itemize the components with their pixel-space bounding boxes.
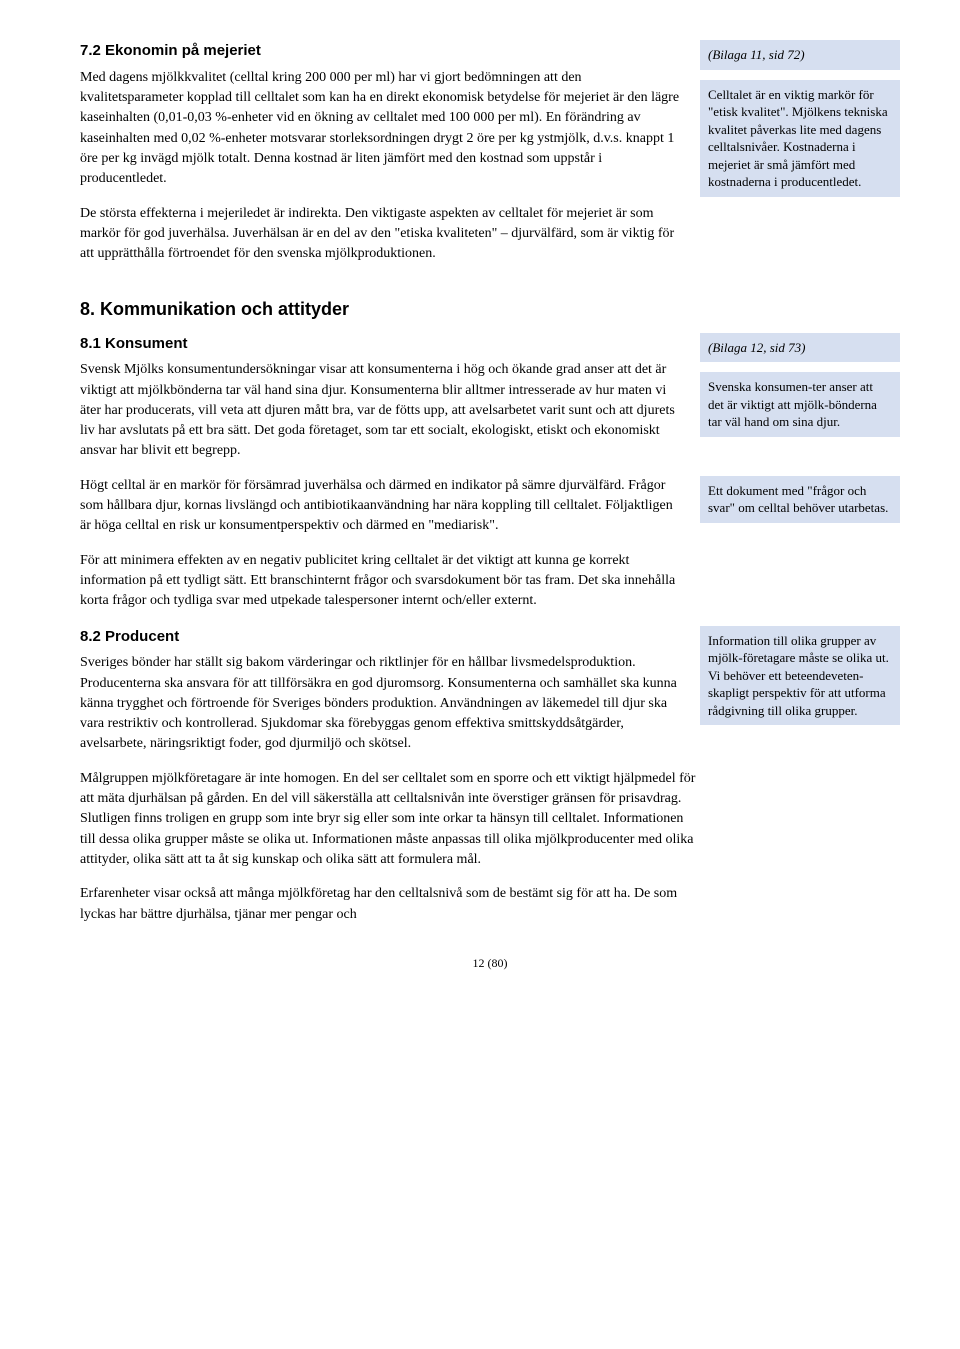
para-82-2: Målgruppen mjölkföretagare är inte homog…: [80, 769, 700, 870]
callout-2: Svenska konsumen-ter anser att det är vi…: [700, 372, 900, 437]
para-81-1: Svensk Mjölks konsumentundersökningar vi…: [80, 360, 680, 461]
para-82-1: Sveriges bönder har ställt sig bakom vär…: [80, 653, 680, 754]
heading-72: 7.2 Ekonomin på mejeriet: [80, 40, 680, 62]
heading-81: 8.1 Konsument: [80, 333, 680, 355]
para-82-3: Erfarenheter visar också att många mjölk…: [80, 884, 700, 925]
para-81-3: För att minimera effekten av en negativ …: [80, 551, 680, 612]
callout-4: Information till olika grupper av mjölk-…: [700, 626, 900, 726]
callout-ref-2: (Bilaga 12, sid 73): [700, 333, 900, 363]
callout-1: Celltalet är en viktig markör för "etisk…: [700, 80, 900, 197]
callout-3: Ett dokument med "frågor och svar" om ce…: [700, 476, 900, 523]
para-72-1: Med dagens mjölkkvalitet (celltal kring …: [80, 68, 680, 190]
page-number: 12 (80): [80, 955, 900, 972]
callout-ref-1: (Bilaga 11, sid 72): [700, 40, 900, 70]
heading-82: 8.2 Producent: [80, 626, 680, 648]
heading-8: 8. Kommunikation och attityder: [80, 296, 900, 322]
para-81-2: Högt celltal är en markör för försämrad …: [80, 476, 680, 537]
para-72-2: De största effekterna i mejeriledet är i…: [80, 204, 680, 265]
